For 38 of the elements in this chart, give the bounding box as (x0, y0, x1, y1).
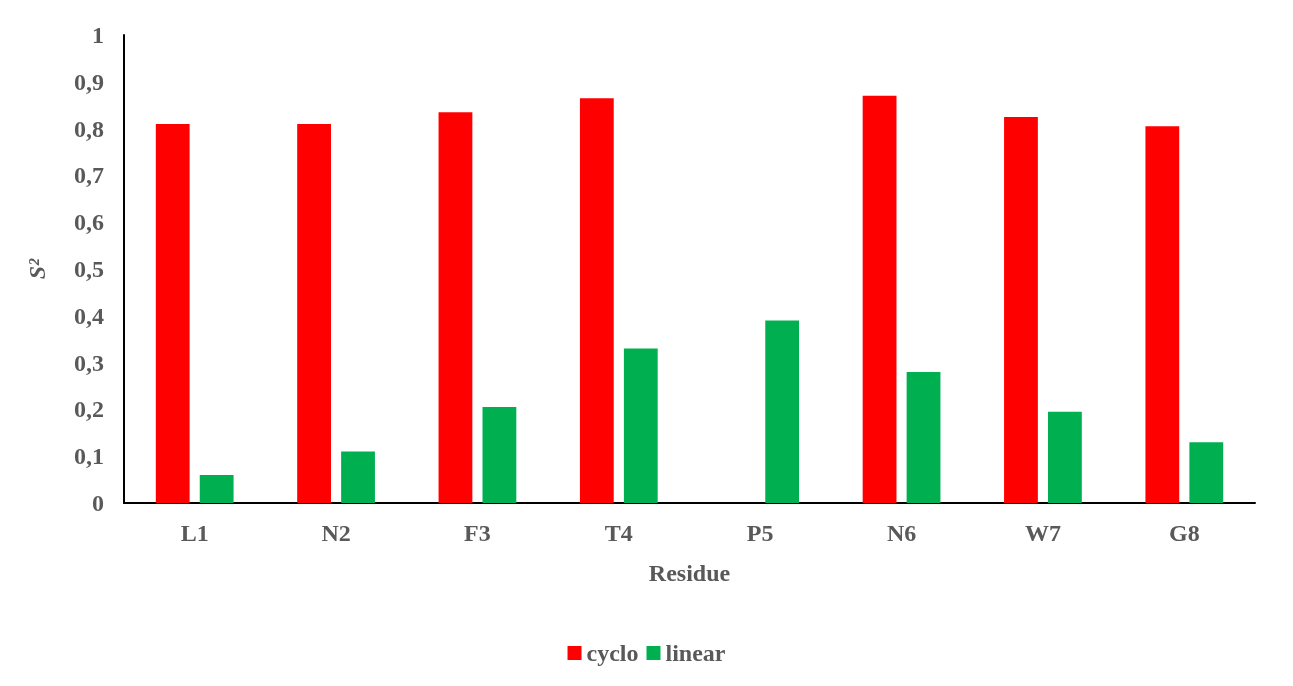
y-axis-title: S² (24, 257, 50, 280)
bar (765, 320, 800, 503)
x-tick-label: L1 (180, 520, 209, 546)
y-tick-label: 0,3 (74, 349, 104, 376)
x-tick-label: W7 (1024, 520, 1061, 546)
bar (199, 474, 234, 503)
bar (862, 95, 897, 503)
bar (1189, 442, 1224, 503)
y-tick-label: 0,5 (74, 256, 104, 282)
bar (906, 371, 941, 503)
y-tick-label: 0,8 (74, 115, 104, 142)
y-tick-label: 1 (92, 22, 104, 48)
bar (341, 451, 375, 503)
legend-label: cyclo (586, 640, 639, 666)
legend-label: linear (665, 640, 726, 666)
bar (1048, 411, 1082, 503)
bar (579, 98, 614, 503)
y-tick-label: 0,2 (74, 396, 104, 423)
bar (623, 348, 658, 503)
bar (297, 123, 331, 503)
bar (1145, 126, 1180, 503)
y-tick-label: 0,6 (74, 209, 104, 236)
y-tick-label: 0,9 (74, 68, 104, 95)
bar (1004, 116, 1038, 503)
bar (155, 123, 190, 503)
x-tick-label: P5 (746, 520, 774, 546)
x-tick-label: T4 (604, 520, 633, 546)
x-axis-title: Residue (648, 560, 731, 586)
x-tick-label: G8 (1168, 520, 1200, 546)
y-tick-label: 0 (92, 490, 104, 516)
y-tick-label: 0,4 (74, 302, 104, 329)
y-tick-label: 0,1 (74, 443, 104, 470)
bar (438, 112, 473, 503)
x-tick-label: N6 (886, 520, 917, 546)
x-tick-label: N2 (321, 520, 351, 546)
bar (482, 407, 517, 503)
y-tick-label: 0,7 (74, 162, 104, 189)
x-tick-label: F3 (464, 520, 491, 546)
